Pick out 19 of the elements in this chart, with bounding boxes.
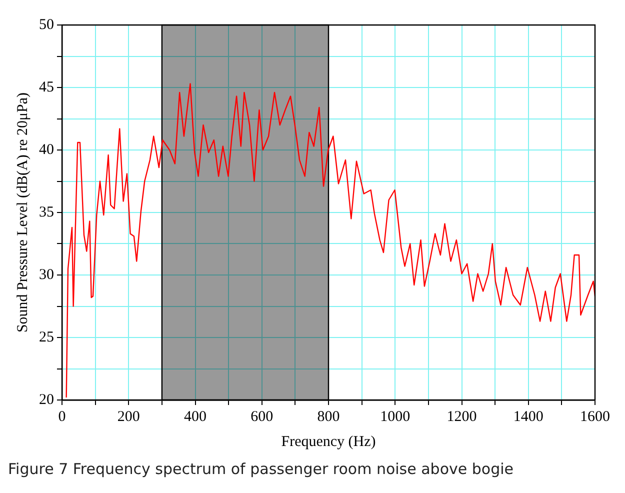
x-tick-label: 400 bbox=[184, 408, 206, 425]
x-tick-label: 200 bbox=[117, 408, 140, 425]
x-tick-label: 600 bbox=[250, 408, 274, 425]
y-tick-label: 25 bbox=[39, 329, 54, 346]
x-tick-label: 1200 bbox=[446, 408, 477, 425]
y-tick-label: 20 bbox=[39, 392, 54, 408]
caption: Figure 7 Frequency spectrum of passenger room noise above bogie bbox=[8, 460, 514, 478]
x-axis-title: Frequency (Hz) bbox=[281, 434, 376, 450]
y-tick-label: 40 bbox=[39, 142, 54, 158]
x-tick-label: 1600 bbox=[580, 408, 610, 425]
y-tick-label: 50 bbox=[39, 16, 54, 33]
y-tick-label: 30 bbox=[39, 266, 54, 283]
y-axis-title: Sound Pressure Level (dB(A) re 20μPa) bbox=[14, 92, 31, 333]
y-tick-label: 35 bbox=[39, 204, 54, 220]
y-tick-label: 45 bbox=[39, 79, 54, 96]
x-tick-label: 1000 bbox=[380, 408, 410, 425]
x-tick-label: 0 bbox=[58, 408, 66, 425]
x-tick-label: 800 bbox=[317, 408, 340, 425]
x-tick-label: 1400 bbox=[513, 408, 544, 425]
